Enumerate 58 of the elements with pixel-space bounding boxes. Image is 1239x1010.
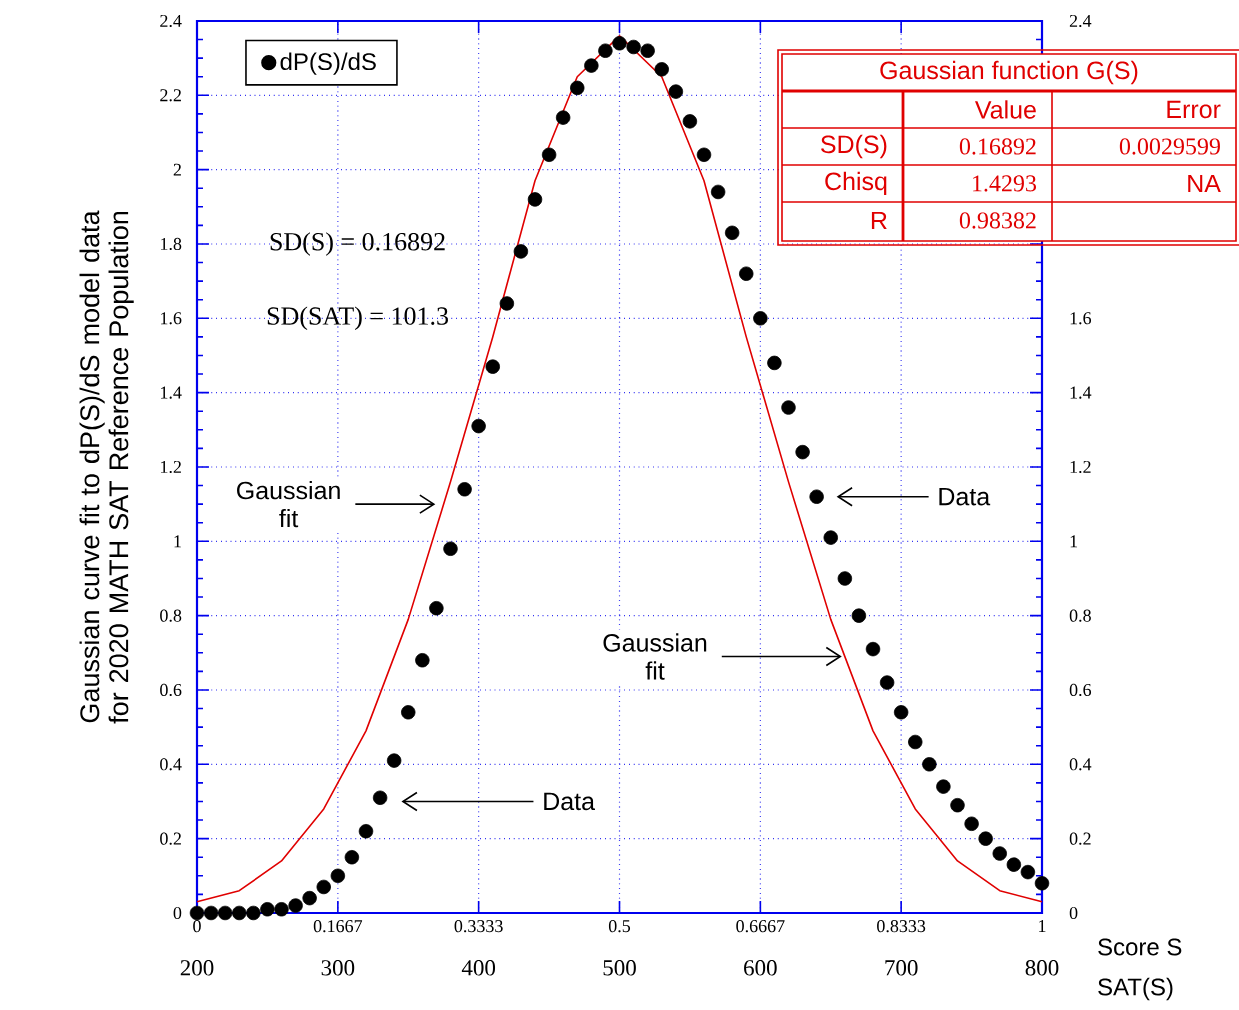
x2-tick-label: 600 xyxy=(744,960,777,976)
y-axis-title: Gaussian curve fit to dP(S)/dS model data for 2020 MATH SAT Reference Population xyxy=(79,210,134,724)
y-tick-label: 0.8 xyxy=(160,609,182,622)
x-tick-label: 0.6667 xyxy=(736,920,785,933)
y-tick-label: 1.8 xyxy=(161,237,182,251)
x2-tick-label: 200 xyxy=(180,960,214,976)
y2-tick-label: 0 xyxy=(1069,906,1078,920)
y-tick-label: 1.2 xyxy=(161,460,181,474)
annotation: SD(S) xyxy=(821,134,887,159)
text: Error xyxy=(1167,100,1221,119)
y-tick-label: 2 xyxy=(173,163,181,176)
x2-tick-label: 800 xyxy=(1025,960,1059,976)
y2-tick-label: 0.8 xyxy=(1069,609,1091,622)
x-tick-label: 0.8333 xyxy=(877,920,926,933)
y2-tick-label: 2.4 xyxy=(1069,14,1092,28)
x-tick-label: 0.5 xyxy=(608,920,631,933)
y-tick-label: 1.4 xyxy=(161,386,182,399)
y2-tick-label: 1.2 xyxy=(1070,460,1091,474)
x-tick-label: 0 xyxy=(193,920,201,933)
y2-tick-label: 0.2 xyxy=(1069,832,1091,845)
annotation: SD(S) = 0.16892 xyxy=(270,232,445,256)
y-tick-label: 0.2 xyxy=(160,832,181,845)
x-tick-label: 0.3333 xyxy=(454,920,503,933)
y-tick-label: 0.4 xyxy=(160,758,182,771)
y-tick-label: 0 xyxy=(173,906,182,920)
x2-axis-title: SAT(S) xyxy=(1098,977,1173,1001)
x2-tick-label: 500 xyxy=(603,960,636,976)
y2-tick-label: 1.4 xyxy=(1070,386,1092,399)
x2-tick-label: 300 xyxy=(321,960,355,976)
annotation: Gaussian fit xyxy=(603,633,707,680)
annotation: Data xyxy=(544,792,595,811)
y2-tick-label: 1 xyxy=(1070,535,1078,548)
annotation: Gaussian function G(S) xyxy=(880,60,1138,85)
y2-tick-label: 0.4 xyxy=(1069,758,1092,771)
y2-tick-label: 0.6 xyxy=(1069,683,1092,697)
annotation: Chisq xyxy=(825,171,887,196)
text: NA xyxy=(1188,174,1221,193)
annotation: 0.98382 xyxy=(959,212,1036,229)
legend-label: dP(S)/dS xyxy=(280,52,376,75)
annotation: Data xyxy=(939,488,991,506)
annotation: 1.4293 xyxy=(973,175,1037,192)
y-tick-label: 0.6 xyxy=(160,683,182,697)
text: 0.0029599 xyxy=(1119,138,1220,155)
x2-tick-label: 700 xyxy=(885,960,918,976)
y-tick-label: 2.2 xyxy=(160,89,181,102)
x2-tick-label: 400 xyxy=(461,960,496,976)
x-tick-label: 1 xyxy=(1039,920,1046,932)
x-tick-label: 0.1667 xyxy=(313,920,363,933)
y-tick-label: 2.4 xyxy=(160,14,182,28)
annotation: Value xyxy=(974,100,1036,119)
annotation: R xyxy=(871,211,887,230)
y2-tick-label: 1.6 xyxy=(1070,312,1092,325)
x-axis-title: Score S xyxy=(1098,938,1182,956)
annotation: Gaussian fit xyxy=(237,480,340,528)
y-tick-label: 1 xyxy=(174,535,181,548)
annotation: SD(SAT) = 101.3 xyxy=(267,306,448,331)
y-tick-label: 1.6 xyxy=(161,312,182,325)
annotation: 0.16892 xyxy=(959,138,1036,155)
